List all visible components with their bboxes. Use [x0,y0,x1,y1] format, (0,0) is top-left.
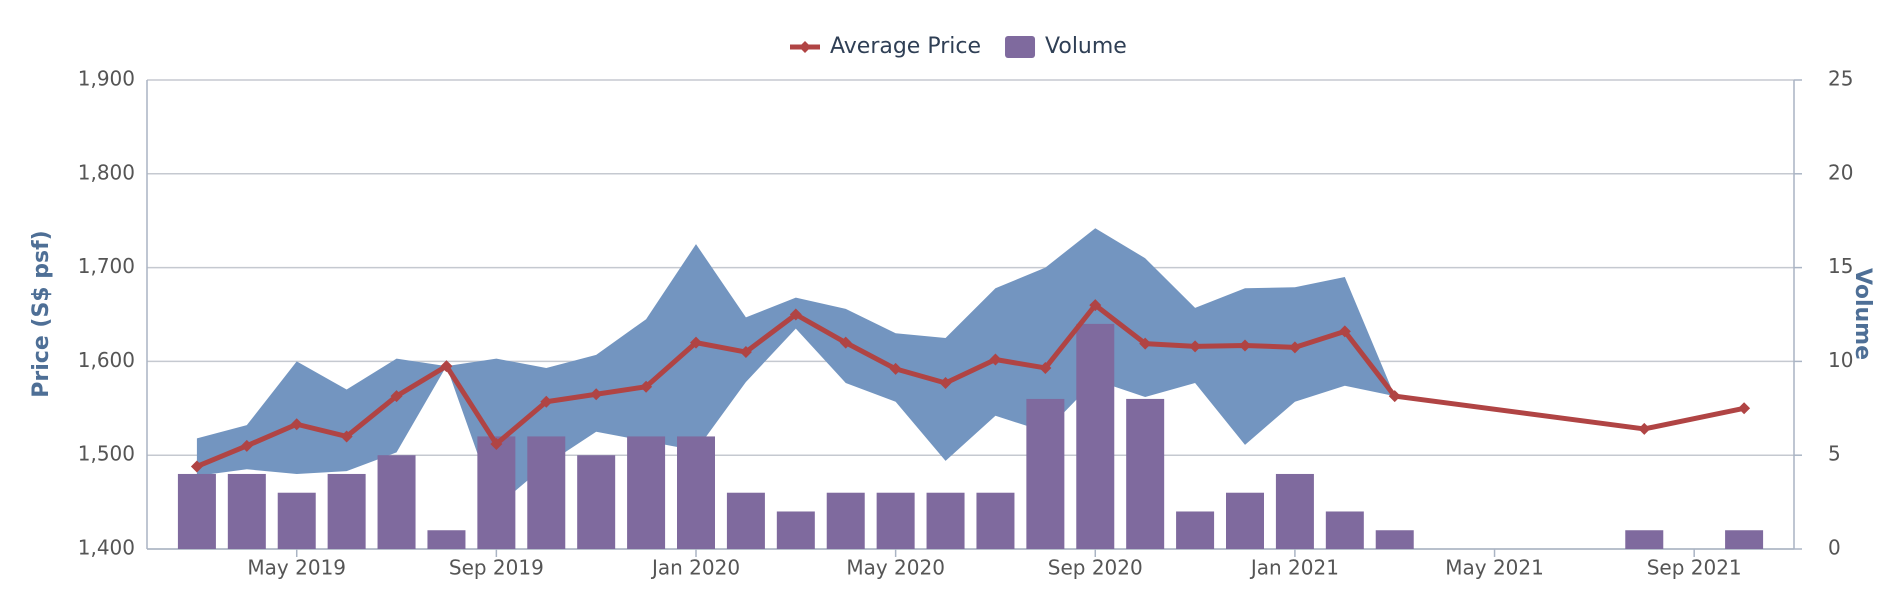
legend-swatch [1005,36,1036,58]
bar [627,436,666,549]
line-marker [1039,361,1052,374]
bar [677,436,715,549]
y-tick-label: 1,500 [78,442,135,466]
line-marker [440,360,453,373]
y-tick-label: 1,900 [78,67,135,91]
line-marker [1089,299,1102,312]
y2-tick-label: 10 [1828,348,1853,372]
bar [1076,323,1115,549]
line-marker [490,437,503,450]
x-tick-label: May 2021 [1445,556,1544,580]
line-marker [340,430,353,443]
y2-tick-label: 0 [1828,536,1841,560]
line-marker [390,390,403,403]
bar [926,492,965,549]
price-range [196,228,1395,507]
line-marker [540,395,553,408]
legend-label: Volume [1045,34,1127,59]
bar [826,492,865,549]
line-marker [690,336,702,349]
bar [1126,398,1165,549]
x-tick-label: Sep 2020 [1048,556,1143,580]
legend-marker [799,41,811,53]
x-tick-label: Jan 2020 [650,556,740,580]
bar [527,436,566,549]
line-marker [939,376,952,389]
line-marker [290,418,303,431]
bar [726,492,765,549]
bar [776,511,815,549]
y2-axis-title: Volume [1850,268,1875,360]
x-tick-label: May 2020 [846,556,945,580]
bar [1026,398,1065,549]
y-tick-label: 1,700 [78,254,135,278]
bar [1325,511,1364,549]
legend-label: Average Price [830,34,981,59]
line-marker [240,439,253,452]
line-marker [989,353,1002,366]
bar [477,436,516,549]
line-marker [1139,337,1152,350]
line-marker [1189,340,1202,353]
y2-tick-label: 25 [1828,67,1853,91]
bar [1275,473,1314,549]
line-marker [190,460,203,473]
line-marker [789,308,802,321]
line-marker [590,388,603,401]
line-marker [739,346,752,359]
y2-tick-label: 20 [1828,160,1853,184]
x-tick-label: May 2019 [247,556,346,580]
line-marker [1738,402,1751,415]
bar [876,492,915,549]
line-marker [1338,325,1351,338]
line-marker [1288,341,1301,354]
bar [1725,530,1764,549]
y-tick-label: 1,800 [78,160,135,184]
y-tick-label: 1,400 [78,536,135,560]
bar [577,455,616,549]
y-axis-title: Price (S$ psf) [29,230,54,397]
line-marker [640,380,653,393]
y2-tick-label: 5 [1828,442,1841,466]
bar [427,530,466,549]
x-tick-label: Sep 2021 [1647,556,1742,580]
bar [1625,530,1664,549]
line-marker [1638,422,1651,435]
line-marker [1388,390,1401,403]
bar [177,473,216,549]
line-marker [1239,339,1251,352]
y-tick-label: 1,600 [78,348,135,372]
bar [377,455,416,549]
line-marker [839,336,852,349]
bar [277,492,316,549]
line-marker [889,362,902,375]
bar [1226,492,1264,549]
y2-tick-label: 15 [1828,254,1853,278]
bar [1375,530,1414,549]
bar [976,492,1015,549]
bar [327,473,366,549]
bar [1176,511,1215,549]
bar [227,473,266,549]
x-tick-label: Jan 2021 [1249,556,1339,580]
x-tick-label: Sep 2019 [449,556,544,580]
